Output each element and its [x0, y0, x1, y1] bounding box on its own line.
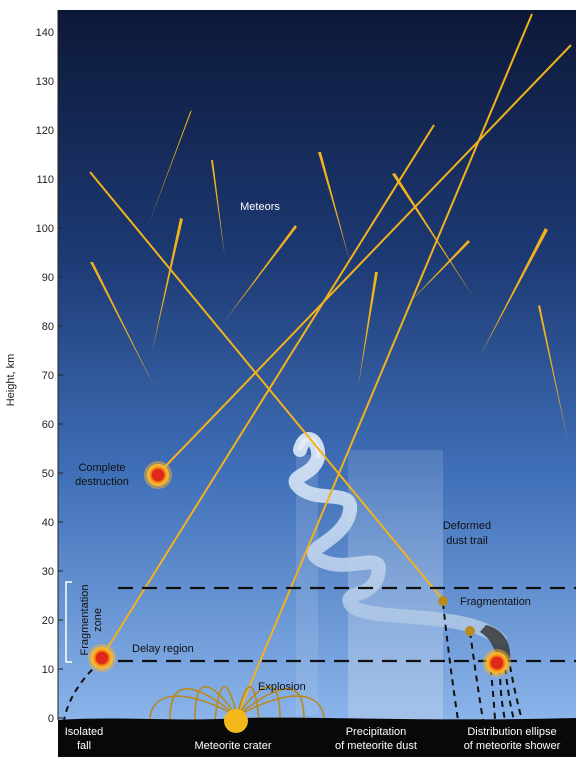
meteor-streak	[318, 152, 350, 262]
meteor-streak	[392, 173, 474, 298]
label-fragmentation-zone-1: Fragmentation	[79, 585, 91, 656]
trajectory-fragmentation	[89, 171, 444, 601]
y-tick-label: 40	[42, 517, 54, 529]
ground	[58, 717, 576, 757]
meteor-streak	[358, 272, 378, 388]
label-distribution-ellipse-1: Distribution ellipse	[467, 726, 556, 738]
y-tick-label: 20	[42, 615, 54, 627]
label-explosion: Explosion	[258, 681, 306, 693]
label-complete-destruction-1: Complete	[78, 462, 125, 474]
label-fragmentation: Fragmentation	[460, 596, 531, 608]
labels: Meteors Complete destruction Deformed du…	[65, 201, 561, 752]
label-distribution-ellipse-2: of meteorite shower	[464, 740, 561, 752]
meteor-streak	[152, 218, 183, 352]
meteor-trajectories	[89, 13, 572, 717]
meteor-streak	[538, 305, 568, 442]
y-tick-label: 110	[36, 174, 54, 186]
label-deformed-dust-trail-2: dust trail	[446, 535, 488, 547]
y-tick-label: 100	[36, 223, 54, 235]
trajectory-explosion	[236, 13, 533, 717]
trajectory-isolated-fall	[101, 124, 435, 658]
meteor-streak	[211, 160, 225, 258]
fragmentation-point	[465, 626, 475, 636]
label-deformed-dust-trail-1: Deformed	[443, 520, 491, 532]
fragmentation-zone-bracket	[65, 581, 72, 663]
y-tick-label: 80	[42, 321, 54, 333]
y-axis-label: Height, km	[5, 354, 17, 407]
meteor-streak	[410, 240, 470, 302]
label-meteorite-crater: Meteorite crater	[194, 740, 271, 752]
meteorite-shower-fireball-icon	[483, 649, 511, 677]
y-tick-label: 70	[42, 370, 54, 382]
y-tick-label: 60	[42, 419, 54, 431]
y-tick-label: 30	[42, 566, 54, 578]
y-tick-label: 140	[36, 27, 54, 39]
meteor-streak	[480, 228, 548, 356]
meteor-streak	[148, 110, 192, 226]
deformed-dust-trail	[288, 432, 507, 647]
label-isolated-fall-1: Isolated	[65, 726, 104, 738]
complete-destruction-fireball-icon	[144, 461, 172, 489]
y-axis: 0 10 20 30 40 50 60 70 80 90 100 110 120 130 140 Heigh…	[5, 10, 63, 725]
y-tick-label: 0	[48, 713, 54, 725]
y-tick-label: 120	[36, 125, 54, 137]
label-precipitation-1: Precipitation	[346, 726, 407, 738]
y-tick-label: 90	[42, 272, 54, 284]
explosion-shockwave	[149, 686, 325, 721]
label-fragmentation-zone-2: zone	[92, 608, 104, 632]
trajectory-complete-destruction	[157, 44, 572, 475]
meteor-streak	[224, 225, 297, 322]
fragmentation-point	[438, 596, 448, 606]
crater-impact-icon	[224, 709, 248, 733]
y-tick-label: 10	[42, 664, 54, 676]
label-delay-region: Delay region	[132, 643, 194, 655]
y-tick-label: 50	[42, 468, 54, 480]
delay-region-fireball-icon	[88, 644, 116, 672]
label-meteors: Meteors	[240, 201, 280, 213]
meteor-streaks	[90, 110, 568, 442]
label-complete-destruction-2: destruction	[75, 476, 129, 488]
meteor-streak	[90, 262, 155, 388]
y-tick-label: 130	[36, 76, 54, 88]
label-isolated-fall-2: fall	[77, 740, 91, 752]
dust-column-faint	[296, 455, 318, 715]
label-precipitation-2: of meteorite dust	[335, 740, 417, 752]
